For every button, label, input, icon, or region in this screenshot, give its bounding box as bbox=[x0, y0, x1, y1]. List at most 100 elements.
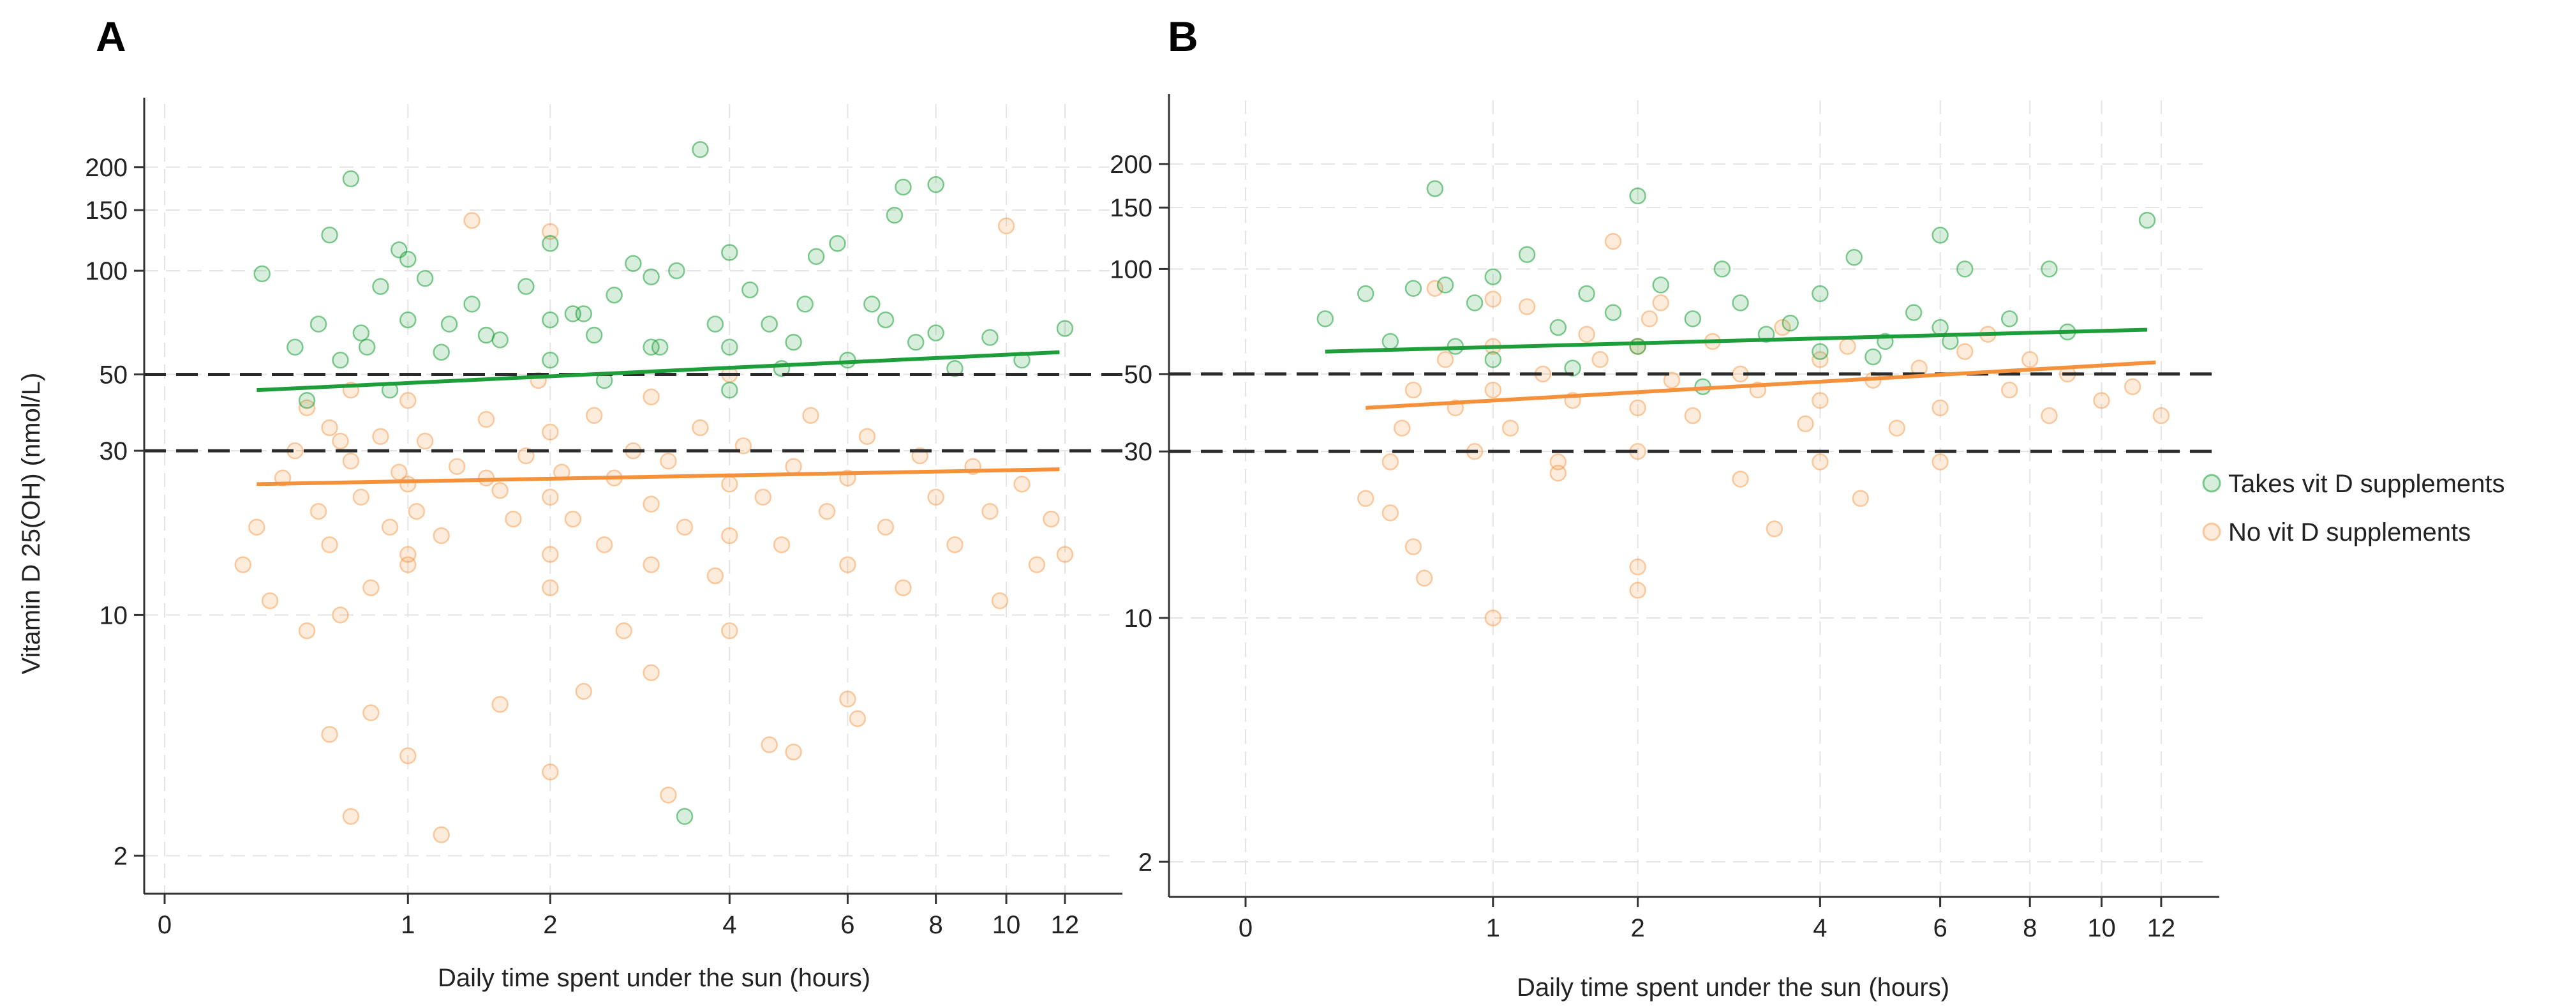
panel-a-point-no-supplements bbox=[542, 764, 559, 781]
panel-a-point-no-supplements bbox=[785, 458, 802, 476]
panel-a-point-no-supplements bbox=[585, 407, 603, 424]
panel-b-point-supplements bbox=[1782, 314, 1799, 332]
panel-a-point-supplements bbox=[463, 296, 480, 313]
panel-b-point-supplements bbox=[1426, 180, 1444, 197]
panel-b-point-supplements bbox=[1357, 285, 1374, 303]
panel-a-point-supplements bbox=[721, 244, 738, 261]
panel-b-point-supplements bbox=[1578, 285, 1595, 303]
panel-b-point-supplements bbox=[1684, 310, 1702, 327]
panel-a-point-supplements bbox=[643, 338, 660, 356]
panel-a-point-no-supplements bbox=[463, 212, 480, 229]
panel-a-point-no-supplements bbox=[877, 518, 895, 536]
panel-a-point-supplements bbox=[298, 392, 316, 409]
panel-b-y-tick-label: 100 bbox=[1110, 255, 1152, 283]
panel-a-point-supplements bbox=[863, 296, 881, 313]
panel-a-point-no-supplements bbox=[997, 217, 1015, 235]
panel-a-fit-line-no-supplements bbox=[257, 467, 1060, 486]
panel-b-point-no-supplements bbox=[1484, 609, 1502, 627]
panel-a-point-supplements bbox=[981, 329, 999, 346]
panel-a-x-tick-label: 12 bbox=[1051, 911, 1080, 939]
panel-a-point-no-supplements bbox=[332, 606, 349, 624]
panel-a-point-no-supplements bbox=[362, 704, 380, 721]
panel-b-y-tick-label: 10 bbox=[1124, 605, 1153, 633]
panel-b-x-tick-label: 12 bbox=[2147, 914, 2176, 942]
panel-b-point-supplements bbox=[1629, 187, 1646, 205]
panel-a-point-no-supplements bbox=[408, 502, 426, 520]
panel-a-point-no-supplements bbox=[448, 458, 466, 476]
panel-b-point-no-supplements bbox=[2021, 351, 2039, 368]
panel-b-point-supplements bbox=[1316, 310, 1334, 327]
panel-a-point-supplements bbox=[761, 315, 778, 333]
panel-a-x-tick-label: 8 bbox=[929, 911, 943, 939]
panel-a-point-no-supplements bbox=[433, 527, 450, 545]
panel-a-y-tick-label: 200 bbox=[85, 154, 128, 182]
panel-a-point-no-supplements bbox=[839, 556, 856, 573]
panel-a-point-supplements bbox=[676, 808, 694, 825]
panel-a-point-supplements bbox=[895, 178, 912, 196]
panel-a-y-tick-label: 10 bbox=[100, 601, 128, 629]
panel-a-point-supplements bbox=[585, 326, 603, 344]
panel-b-point-no-supplements bbox=[1932, 399, 1949, 417]
panel-b-point-no-supplements bbox=[1956, 343, 1974, 360]
panel-a-point-supplements bbox=[372, 278, 389, 296]
panel-a-point-no-supplements bbox=[991, 592, 1009, 610]
legend-marker-supplements bbox=[2202, 474, 2221, 493]
panel-a-point-no-supplements bbox=[309, 502, 327, 520]
panel-a-point-no-supplements bbox=[1056, 546, 1074, 563]
panel-a-point-no-supplements bbox=[785, 743, 802, 761]
panel-b-point-no-supplements bbox=[1393, 419, 1411, 437]
panel-a-point-supplements bbox=[416, 269, 434, 287]
panel-a-point-supplements bbox=[907, 333, 925, 351]
panel-b-point-no-supplements bbox=[1484, 381, 1502, 399]
panel-b-point-supplements bbox=[1812, 343, 1829, 360]
panel-b-point-no-supplements bbox=[1604, 232, 1622, 250]
panel-a-point-supplements bbox=[807, 248, 825, 266]
panel-a-point-no-supplements bbox=[399, 476, 417, 493]
panel-b-x-tick-label: 8 bbox=[2023, 914, 2037, 942]
legend-marker-no-supplements bbox=[2202, 522, 2221, 541]
panel-b-point-no-supplements bbox=[1404, 538, 1422, 555]
panel-b-point-supplements bbox=[1905, 304, 1923, 321]
panel-a-point-supplements bbox=[342, 170, 360, 188]
panel-a-point-no-supplements bbox=[761, 736, 778, 753]
panel-a-point-supplements bbox=[625, 255, 642, 272]
panel-a-point-no-supplements bbox=[248, 518, 265, 536]
panel-b-point-no-supplements bbox=[1852, 490, 1870, 508]
panel-a-point-supplements bbox=[721, 338, 738, 356]
panel-b-point-no-supplements bbox=[1501, 419, 1519, 437]
panel-a-point-no-supplements bbox=[321, 536, 338, 553]
panel-a-point-no-supplements bbox=[381, 518, 399, 536]
panel-a-point-no-supplements bbox=[643, 495, 660, 513]
panel-a-point-supplements bbox=[542, 351, 559, 369]
panel-b-point-no-supplements bbox=[1578, 326, 1595, 343]
legend-label-no-supplements: No vit D supplements bbox=[2228, 518, 2471, 546]
panel-a-point-no-supplements bbox=[372, 428, 389, 446]
panel-b-point-supplements bbox=[1932, 319, 1949, 336]
panel-a-point-supplements bbox=[575, 305, 593, 322]
panel-a-point-no-supplements bbox=[352, 488, 370, 506]
panel-a-point-no-supplements bbox=[676, 518, 694, 536]
panel-a-point-no-supplements bbox=[477, 410, 495, 428]
panel-a-fit-line-supplements bbox=[257, 350, 1060, 393]
panel-b-point-no-supplements bbox=[1549, 453, 1567, 470]
panel-a-point-no-supplements bbox=[1043, 510, 1060, 528]
panel-b-x-tick-label: 4 bbox=[1813, 914, 1827, 942]
panel-a-point-no-supplements bbox=[802, 407, 819, 424]
panel-a-point-no-supplements bbox=[542, 488, 559, 506]
panel-b-point-supplements bbox=[1604, 304, 1622, 321]
panel-a-point-supplements bbox=[542, 235, 559, 252]
panel-a-point-no-supplements bbox=[542, 579, 559, 596]
panel-a-point-supplements bbox=[706, 315, 724, 333]
panel-a-point-no-supplements bbox=[721, 527, 738, 545]
panel-a-point-no-supplements bbox=[433, 826, 450, 843]
panel-a-x-tick-label: 10 bbox=[992, 911, 1021, 939]
panel-a-point-supplements bbox=[886, 206, 904, 224]
panel-a-point-supplements bbox=[721, 381, 738, 399]
panel-a-point-supplements bbox=[741, 281, 759, 299]
panel-b-point-no-supplements bbox=[1839, 338, 1856, 355]
panel-a-y-axis-title: Vitamin D 25(OH) (nmol/L) bbox=[17, 373, 45, 675]
panel-a-point-no-supplements bbox=[399, 556, 417, 573]
panel-a-point-no-supplements bbox=[564, 510, 582, 528]
panel-a-point-no-supplements bbox=[721, 622, 738, 640]
